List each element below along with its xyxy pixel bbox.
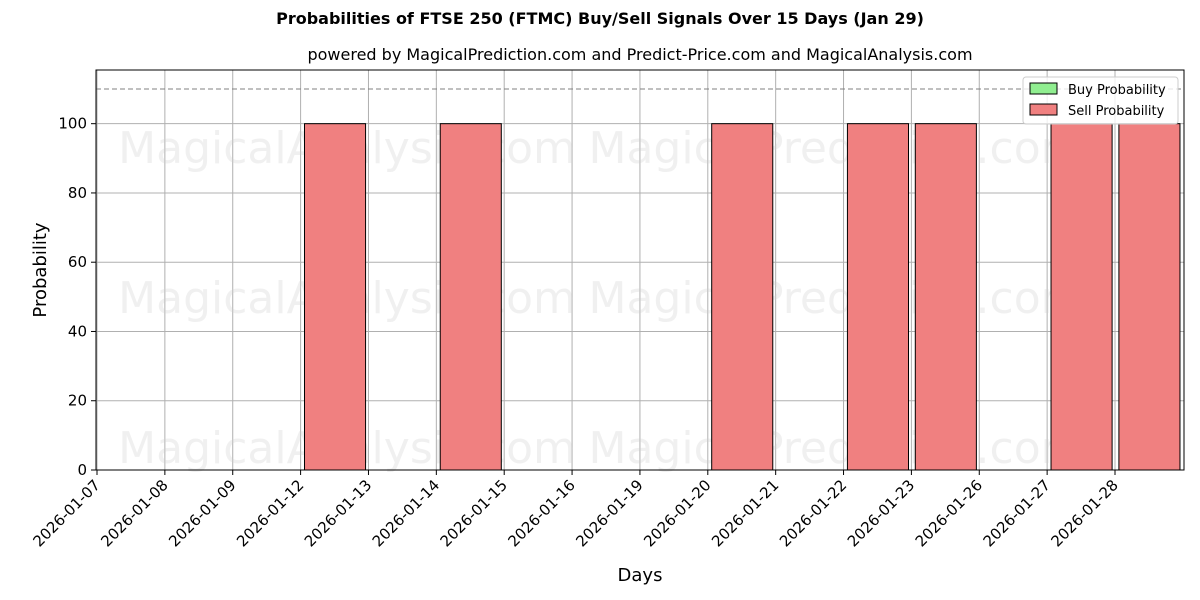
- chart-title: Probabilities of FTSE 250 (FTMC) Buy/Sel…: [276, 9, 924, 28]
- x-tick-label: 2026-01-13: [301, 476, 375, 550]
- watermark-text: MagicalPrediction.com: [589, 423, 1084, 474]
- x-tick-label: 2026-01-12: [233, 476, 307, 550]
- y-tick-label: 40: [68, 322, 87, 340]
- x-tick-label: 2026-01-09: [165, 476, 239, 550]
- legend: Buy Probability Sell Probability: [1022, 76, 1179, 125]
- x-tick-label: 2026-01-15: [437, 476, 511, 550]
- x-tick-label: 2026-01-19: [572, 476, 646, 550]
- x-tick-label: 2026-01-07: [29, 476, 103, 550]
- chart-subtitle: powered by MagicalPrediction.com and Pre…: [307, 45, 973, 64]
- x-axis-ticks: 2026-01-072026-01-082026-01-092026-01-12…: [29, 470, 1122, 550]
- y-axis-label: Probability: [30, 222, 51, 317]
- watermark-text: MagicalPrediction.com: [589, 123, 1084, 174]
- y-axis-ticks: 0 20 40 60 80 100: [58, 115, 96, 479]
- sell-bar: [711, 123, 774, 471]
- sell-bar: [1118, 123, 1181, 471]
- y-tick-label: 80: [68, 184, 87, 202]
- x-tick-label: 2026-01-23: [844, 476, 918, 550]
- y-tick-label: 0: [77, 461, 87, 479]
- legend-label-sell: Sell Probability: [1068, 104, 1165, 119]
- x-tick-label: 2026-01-08: [97, 476, 171, 550]
- x-tick-label: 2026-01-22: [776, 476, 850, 550]
- legend-label-buy: Buy Probability: [1068, 83, 1166, 98]
- x-tick-label: 2026-01-27: [980, 476, 1054, 550]
- sell-bar: [303, 123, 367, 471]
- watermark-text: MagicalPrediction.com: [589, 273, 1084, 324]
- bars: [303, 123, 1181, 471]
- legend-swatch-sell: [1029, 103, 1058, 116]
- grid-lines: [96, 70, 1184, 471]
- sell-bar: [439, 123, 502, 471]
- y-tick-label: 20: [68, 392, 87, 410]
- y-tick-label: 60: [68, 253, 87, 271]
- x-tick-label: 2026-01-28: [1047, 476, 1121, 550]
- sell-bar: [914, 123, 977, 471]
- x-tick-label: 2026-01-21: [708, 476, 782, 550]
- x-tick-label: 2026-01-26: [912, 476, 986, 550]
- legend-box: [1022, 76, 1179, 125]
- x-axis-label: Days: [618, 565, 663, 586]
- x-tick-label: 2026-01-16: [505, 476, 579, 550]
- sell-bar: [846, 123, 910, 471]
- legend-swatch-buy: [1029, 82, 1058, 95]
- sell-bar: [1050, 123, 1113, 471]
- y-tick-label: 100: [58, 115, 87, 133]
- x-tick-label: 2026-01-20: [640, 476, 714, 550]
- x-tick-label: 2026-01-14: [369, 476, 443, 550]
